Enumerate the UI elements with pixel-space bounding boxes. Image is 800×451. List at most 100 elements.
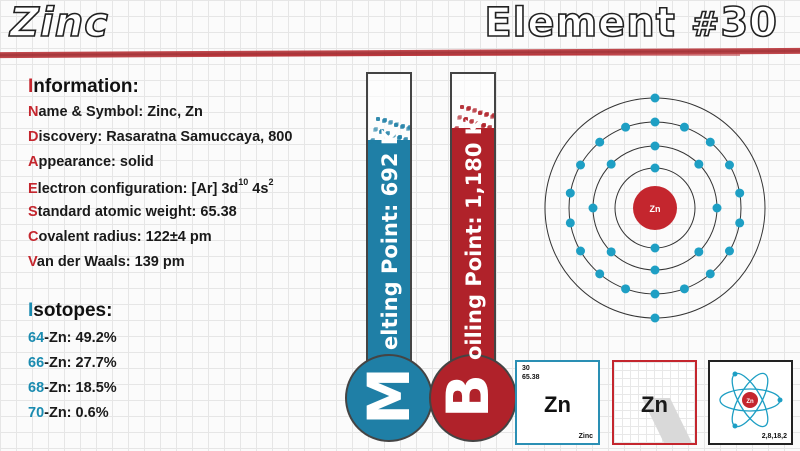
melting-point-bulb xyxy=(345,354,433,442)
electron xyxy=(606,159,616,169)
isotope-item: 70-Zn: 0.6% xyxy=(28,405,109,421)
fizz-particle xyxy=(460,105,464,109)
fizz-particle xyxy=(485,112,489,116)
fizz-particle xyxy=(464,117,468,121)
fizz-particle xyxy=(401,124,405,128)
fizz-particle xyxy=(389,120,393,124)
melting-point-tube xyxy=(366,72,412,372)
fizz-particle xyxy=(404,137,408,141)
info-text: ame & Symbol: Zinc, Zn xyxy=(38,104,203,120)
electron xyxy=(705,137,715,147)
isotope-mass: 66 xyxy=(28,355,45,371)
fizz-particle xyxy=(394,123,398,127)
boiling-fill xyxy=(452,127,494,372)
element-title: Zinc xyxy=(9,0,109,47)
info-text: lectron configuration: [Ar] 3d xyxy=(37,180,239,197)
boiling-point-tube xyxy=(450,72,496,372)
electron xyxy=(576,160,586,170)
electron xyxy=(679,122,689,132)
info-van-der-waals: Van der Waals: 139 pm xyxy=(28,254,185,270)
card-atomic-weight: 65.38 xyxy=(522,374,540,381)
electron xyxy=(735,218,745,228)
isotope-item: 66-Zn: 27.7% xyxy=(28,355,117,371)
superscript: 2 xyxy=(268,177,274,187)
info-atomic-weight: Standard atomic weight: 65.38 xyxy=(28,204,237,220)
electron xyxy=(650,289,660,299)
isotope-mass: 70 xyxy=(28,405,45,421)
info-cap: E xyxy=(28,180,38,197)
element-card-periodic: 30 65.38 Zn Zinc xyxy=(515,360,600,445)
bohr-atom-diagram: Zn xyxy=(544,93,766,323)
fizz-particle xyxy=(458,115,462,119)
fizz-particle xyxy=(461,128,465,132)
melting-big-letter: M xyxy=(354,367,423,425)
fizz-particle xyxy=(376,117,380,121)
fizz-particle xyxy=(377,140,381,144)
info-cap: N xyxy=(28,104,39,120)
red-underline-rule-accent xyxy=(180,54,740,56)
electron xyxy=(621,284,631,294)
hash-symbol: # xyxy=(690,4,721,46)
info-cap: C xyxy=(28,229,39,245)
info-text: ovalent radius: 122±4 pm xyxy=(38,229,212,245)
fizz-particle xyxy=(371,138,375,142)
electron xyxy=(595,137,605,147)
fizz-particle xyxy=(455,126,459,130)
information-heading: Information: xyxy=(28,76,139,98)
heading-rest: nformation: xyxy=(33,76,139,97)
isotope-text: -Zn: 27.7% xyxy=(44,355,117,371)
info-cap: V xyxy=(28,254,37,270)
isotope-text: -Zn: 49.2% xyxy=(44,330,117,346)
electron xyxy=(650,141,660,151)
element-number: 30 xyxy=(720,0,778,47)
electron xyxy=(679,284,689,294)
electron xyxy=(735,188,745,198)
boiling-point-label: oiling Point: 1,180 K xyxy=(462,118,486,360)
isotopes-heading: Isotopes: xyxy=(28,300,112,322)
electron xyxy=(705,269,715,279)
info-appearance: Appearance: solid xyxy=(28,154,154,170)
electron xyxy=(621,122,631,132)
electron xyxy=(650,117,660,127)
red-underline-rule xyxy=(0,47,800,59)
fizz-particle xyxy=(398,135,402,139)
info-name-symbol: Name & Symbol: Zinc, Zn xyxy=(28,104,203,120)
superscript: 10 xyxy=(238,177,249,187)
fizz-particle xyxy=(478,111,482,115)
info-cap: S xyxy=(28,204,38,220)
fizz-particle xyxy=(492,113,494,117)
element-label: Element xyxy=(484,0,676,47)
isotope-text: -Zn: 18.5% xyxy=(44,380,117,396)
fizz-particle xyxy=(470,119,474,123)
fizz-particle xyxy=(476,121,480,125)
isotope-mass: 64 xyxy=(28,330,45,346)
electron xyxy=(606,247,616,257)
electron xyxy=(650,243,660,253)
info-discovery: Discovery: Rasaratna Samuccaya, 800 xyxy=(28,129,292,145)
fizz-particle xyxy=(473,108,477,112)
fizz-particle xyxy=(467,106,471,110)
electron xyxy=(650,265,660,275)
fizz-particle xyxy=(479,110,483,114)
electron xyxy=(650,93,660,103)
electron xyxy=(565,218,575,228)
card-shell-config: 2,8,18,2 xyxy=(761,433,787,440)
element-card-atom: Zn 2,8,18,2 xyxy=(708,360,793,445)
fizz-particle xyxy=(395,122,399,126)
element-card-shadow: Zn xyxy=(612,360,697,445)
info-text: ppearance: solid xyxy=(38,154,154,170)
fizz-particle xyxy=(408,125,410,129)
electron xyxy=(712,203,722,213)
electron xyxy=(595,269,605,279)
heading-rest: sotopes: xyxy=(33,300,113,321)
electron xyxy=(694,247,704,257)
heading-cap: I xyxy=(28,76,34,97)
isotope-mass: 68 xyxy=(28,380,45,396)
info-electron-config: Electron configuration: [Ar] 3d10 4s2 xyxy=(28,177,274,197)
element-number-title: Element #30 xyxy=(484,0,778,47)
fizz-particle xyxy=(392,133,396,137)
fizz-particle xyxy=(374,127,378,131)
info-text: an der Waals: 139 pm xyxy=(36,254,185,270)
info-cap: D xyxy=(28,129,39,145)
info-text: iscovery: Rasaratna Samuccaya, 800 xyxy=(38,129,293,145)
